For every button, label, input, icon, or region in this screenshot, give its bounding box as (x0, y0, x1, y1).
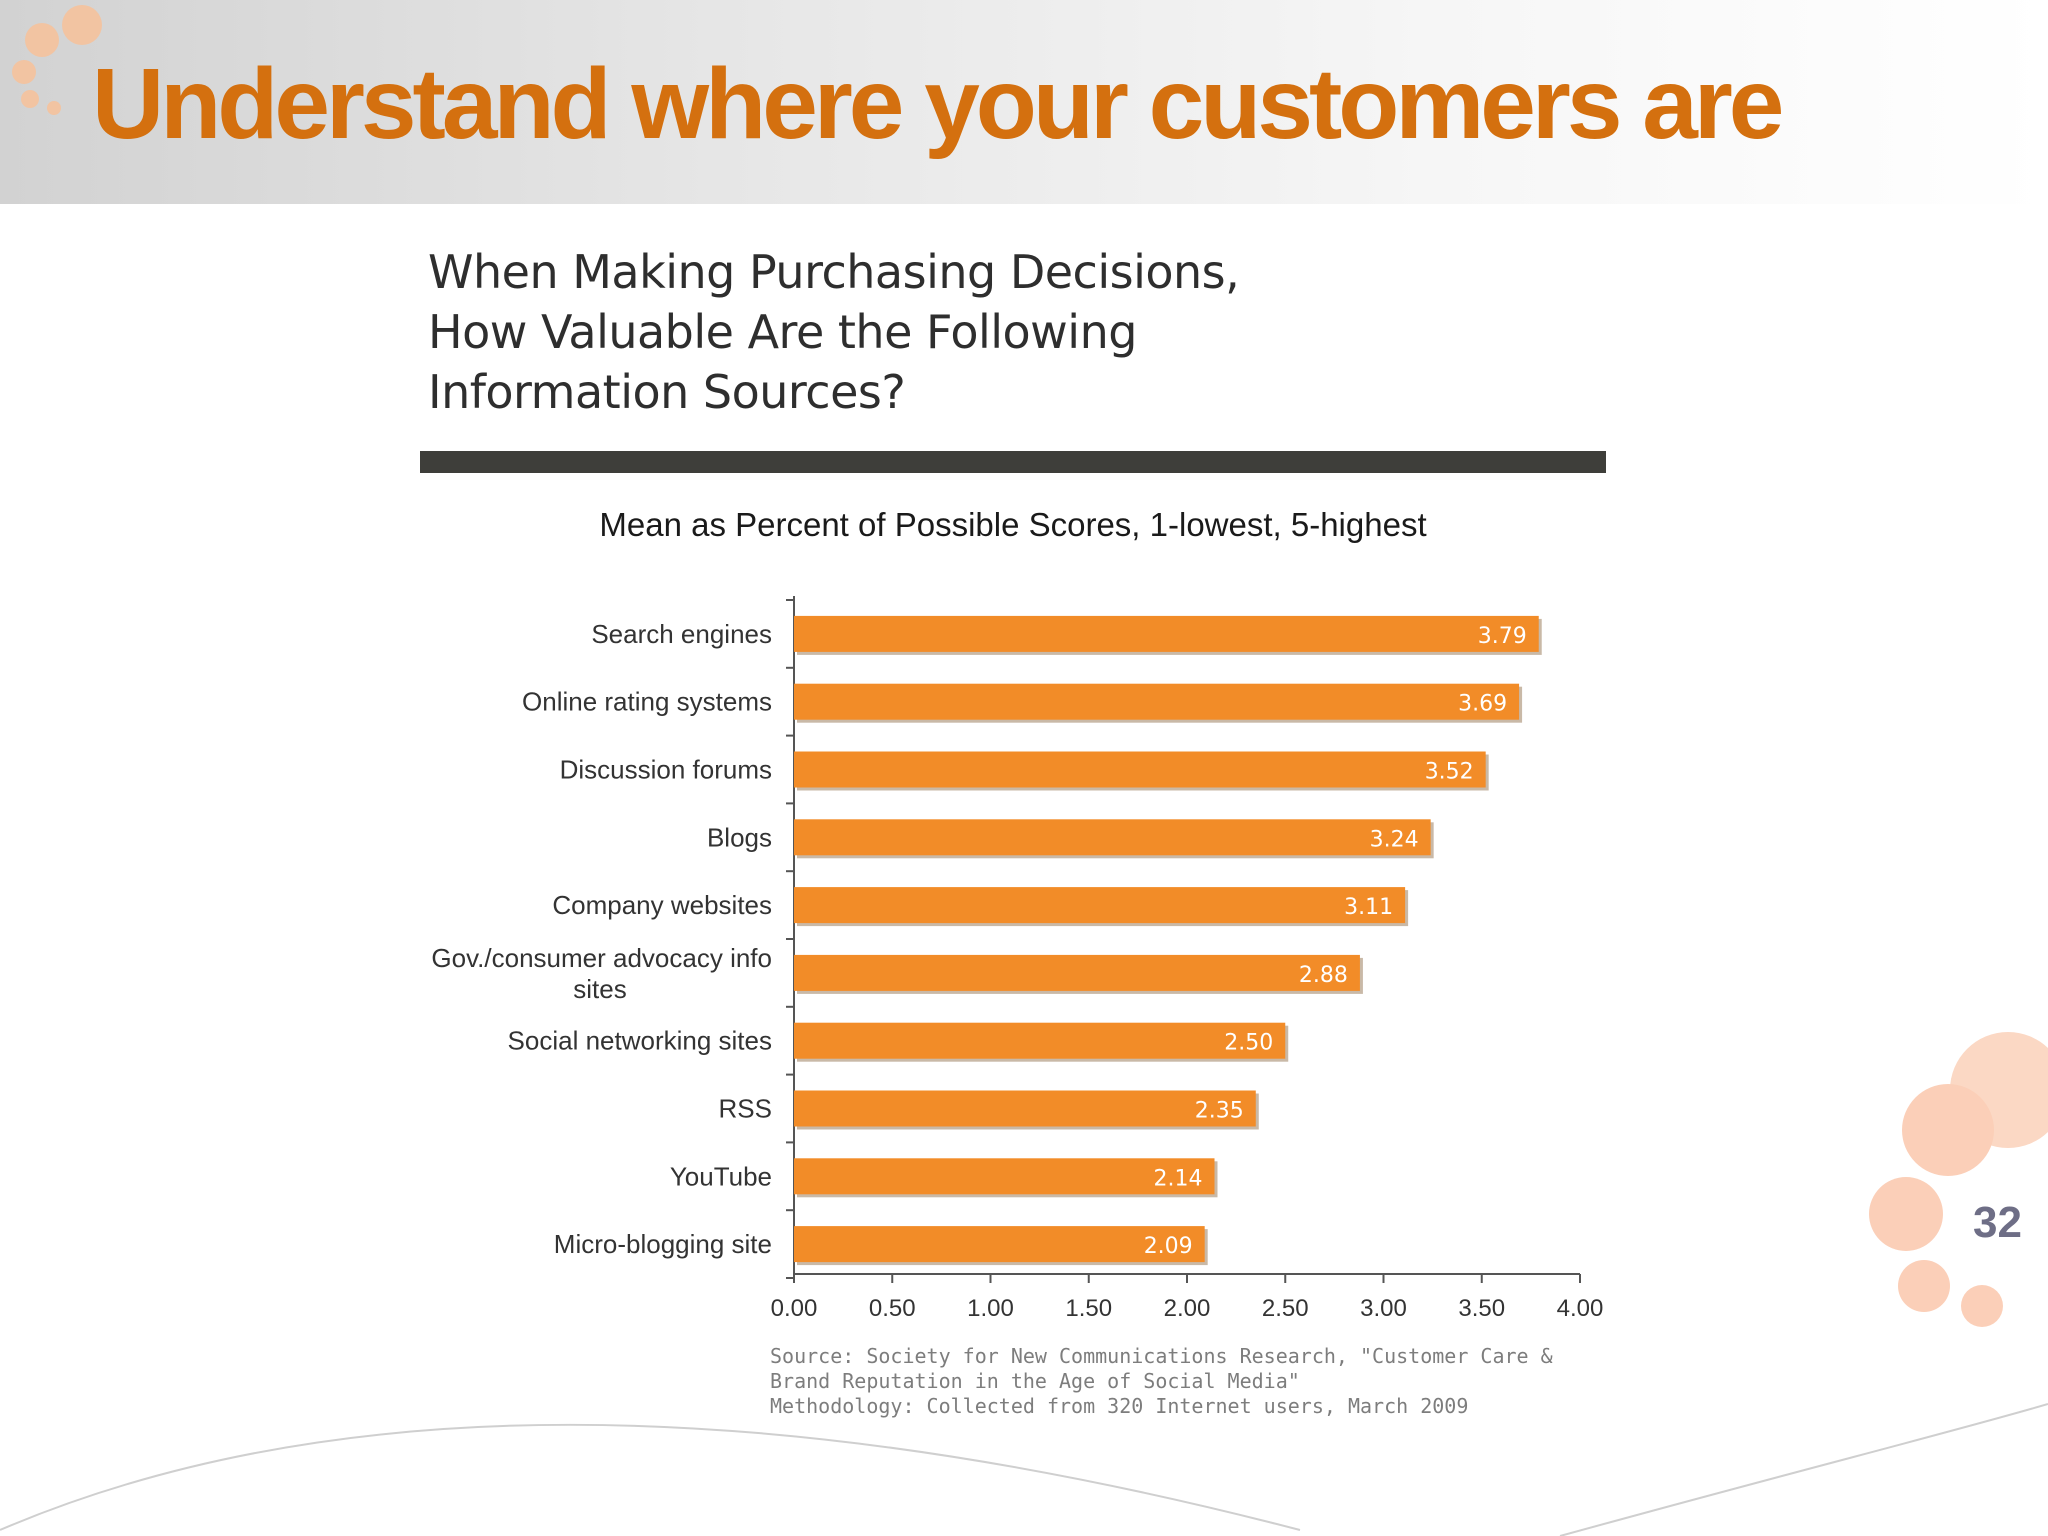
category-label: Gov./consumer advocacy info sites (431, 943, 772, 1004)
x-tick-label: 3.00 (1360, 1295, 1407, 1322)
category-label: Social networking sites (508, 1026, 772, 1056)
deco-curve (1559, 1403, 2048, 1536)
category-label: RSS (719, 1094, 772, 1124)
title-divider (420, 451, 1606, 473)
deco-circle (1898, 1260, 1950, 1312)
deco-circle (1902, 1084, 1994, 1176)
x-tick-label: 1.00 (967, 1295, 1014, 1322)
data-label: 2.50 (1224, 1031, 1273, 1056)
x-tick-label: 0.50 (869, 1295, 916, 1322)
x-tick-label: 2.00 (1164, 1295, 1211, 1322)
slide-title: Understand where your customers are (92, 48, 1784, 160)
category-label: Company websites (552, 890, 772, 920)
deco-circle (25, 23, 59, 57)
bar (794, 615, 1539, 652)
data-label: 3.24 (1370, 827, 1419, 852)
deco-circle (21, 90, 39, 108)
category-label: Search engines (591, 619, 772, 649)
bar (794, 1158, 1215, 1195)
source-note: Source: Society for New Communications R… (770, 1344, 1553, 1418)
x-tick-label: 0.00 (771, 1295, 818, 1322)
deco-circle (1961, 1285, 2003, 1327)
deco-circle (47, 101, 61, 115)
data-label: 3.79 (1478, 624, 1527, 649)
data-label: 3.11 (1344, 895, 1393, 920)
header-band (0, 0, 2048, 204)
data-label: 3.52 (1425, 760, 1474, 785)
data-label: 2.35 (1195, 1099, 1244, 1124)
category-label: Discussion forums (560, 755, 772, 785)
slide-number: 32 (1973, 1198, 2022, 1247)
bar (794, 954, 1360, 991)
bar (794, 887, 1406, 924)
x-tick-label: 1.50 (1065, 1295, 1112, 1322)
category-label: Blogs (707, 822, 772, 852)
bar (794, 819, 1431, 856)
chart-title: Mean as Percent of Possible Scores, 1-lo… (599, 506, 1427, 543)
x-tick-label: 3.50 (1458, 1295, 1505, 1322)
bar (794, 751, 1486, 788)
bar (794, 1090, 1256, 1127)
x-tick-label: 4.00 (1557, 1295, 1604, 1322)
deco-circle (12, 60, 36, 84)
data-label: 2.14 (1154, 1166, 1203, 1191)
figure-title: When Making Purchasing Decisions, How Va… (428, 245, 1240, 419)
category-label: Online rating systems (522, 687, 772, 717)
data-label: 3.69 (1458, 692, 1507, 717)
deco-curve (0, 1423, 1301, 1531)
x-tick-label: 2.50 (1262, 1295, 1309, 1322)
deco-circle (1869, 1177, 1943, 1251)
deco-circle (62, 5, 102, 45)
data-label: 2.09 (1144, 1234, 1193, 1259)
bar (794, 1226, 1205, 1263)
bar (794, 1022, 1286, 1059)
data-label: 2.88 (1299, 963, 1348, 988)
category-label: YouTube (670, 1161, 772, 1191)
bar (794, 683, 1520, 720)
category-label: Micro-blogging site (554, 1229, 772, 1259)
